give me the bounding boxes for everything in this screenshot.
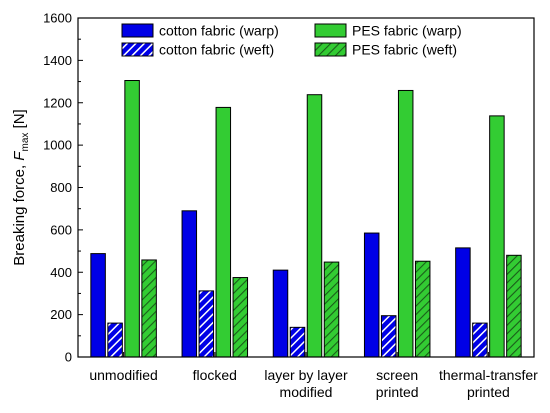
bar-cotton-fabric-warp-2 xyxy=(272,269,289,358)
bar-cotton-fabric-weft-0 xyxy=(107,322,123,358)
bar-pes-fabric-warp-0 xyxy=(124,80,140,358)
x-category-label: screen printed xyxy=(376,367,419,400)
legend-swatch xyxy=(121,42,154,57)
legend-label: PES fabric (weft) xyxy=(352,42,457,58)
bar-pes-fabric-warp-4 xyxy=(489,115,505,358)
y-axis-title-main: Breaking force, xyxy=(11,161,28,266)
y-axis-title-subscript: max xyxy=(20,133,31,152)
bar-cotton-fabric-weft-4 xyxy=(472,322,488,358)
bar-pes-fabric-weft-3 xyxy=(414,260,431,358)
bar-cotton-fabric-warp-3 xyxy=(363,232,380,358)
bar-cotton-fabric-weft-1 xyxy=(198,290,215,358)
y-axis: 0 200 400 600 800 1000 1200 1400 1600 xyxy=(43,11,83,365)
x-category-label-line: printed xyxy=(467,384,510,400)
bars xyxy=(90,80,522,358)
y-axis-title-unit: [N] xyxy=(11,109,28,132)
legend: cotton fabric (warp) cotton fabric (weft)… xyxy=(121,23,462,58)
y-tick-label: 800 xyxy=(50,180,72,195)
y-tick-label: 0 xyxy=(65,350,72,365)
legend-item: PES fabric (warp) xyxy=(314,23,462,39)
x-category-label-line: unmodified xyxy=(89,367,158,383)
bar-pes-fabric-weft-0 xyxy=(141,259,157,358)
legend-swatch xyxy=(314,42,347,57)
bar-pes-fabric-warp-1 xyxy=(215,106,232,358)
x-category-label: thermal-transfer printed xyxy=(439,367,538,400)
x-category-label: flocked xyxy=(193,367,237,383)
legend-item: PES fabric (weft) xyxy=(314,42,457,58)
y-tick-label: 400 xyxy=(50,265,72,280)
x-category-label-line: screen xyxy=(376,367,418,383)
x-category-label-line: thermal-transfer xyxy=(439,367,538,383)
y-axis-title: Breaking force, Fmax [N] xyxy=(11,109,31,265)
y-tick-label: 1000 xyxy=(43,138,72,153)
x-category-label-line: flocked xyxy=(193,367,237,383)
legend-item: cotton fabric (warp) xyxy=(121,23,279,39)
y-tick-label: 200 xyxy=(50,307,72,322)
x-axis: unmodified flocked layer by layer modified s… xyxy=(89,352,538,400)
bar-pes-fabric-warp-3 xyxy=(397,89,414,358)
bar-cotton-fabric-weft-3 xyxy=(380,315,397,358)
y-axis-title-symbol: F xyxy=(11,151,28,161)
x-category-label: layer by layer modified xyxy=(264,367,348,400)
bar-pes-fabric-warp-2 xyxy=(306,94,323,358)
bar-cotton-fabric-weft-2 xyxy=(289,326,306,358)
legend-item: cotton fabric (weft) xyxy=(121,42,274,58)
bar-pes-fabric-weft-2 xyxy=(323,261,340,358)
legend-label: cotton fabric (weft) xyxy=(159,42,274,58)
x-category-label-line: modified xyxy=(280,384,333,400)
bar-cotton-fabric-warp-4 xyxy=(455,247,471,358)
bar-cotton-fabric-warp-0 xyxy=(90,253,106,358)
legend-label: PES fabric (warp) xyxy=(352,23,462,39)
y-tick-label: 600 xyxy=(50,222,72,237)
x-category-label-line: printed xyxy=(376,384,419,400)
x-category-label: unmodified xyxy=(89,367,158,383)
y-tick-label: 1600 xyxy=(43,11,72,26)
y-tick-label: 1200 xyxy=(43,95,72,110)
x-category-label-line: layer by layer xyxy=(264,367,348,383)
legend-swatch xyxy=(121,23,154,38)
bar-pes-fabric-weft-1 xyxy=(232,277,249,358)
legend-label: cotton fabric (warp) xyxy=(159,23,279,39)
y-tick-label: 1400 xyxy=(43,53,72,68)
bar-cotton-fabric-warp-1 xyxy=(181,210,198,358)
legend-swatch xyxy=(314,23,347,38)
bar-pes-fabric-weft-4 xyxy=(506,254,522,358)
